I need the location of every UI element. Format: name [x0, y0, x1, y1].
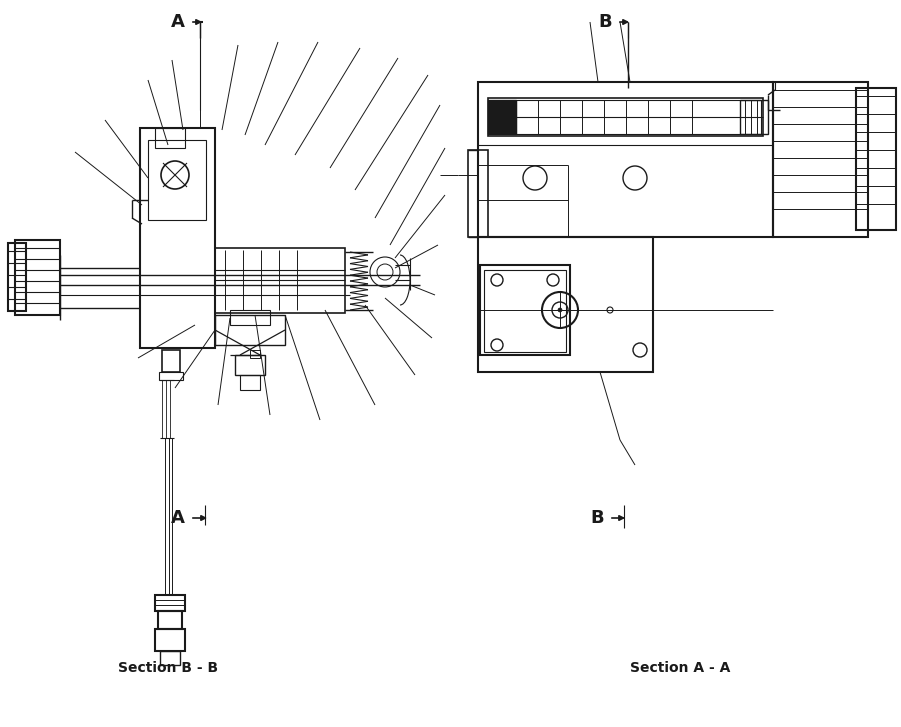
Text: A: A — [171, 13, 185, 31]
Bar — [140, 128, 215, 348]
Bar — [162, 350, 180, 372]
Bar — [159, 372, 183, 380]
Text: B: B — [590, 509, 604, 527]
Bar — [160, 651, 180, 665]
Bar — [468, 150, 488, 237]
Bar — [8, 243, 26, 311]
Bar — [158, 611, 182, 629]
Bar — [148, 140, 206, 220]
Bar — [856, 88, 896, 230]
Bar — [155, 629, 185, 651]
Bar — [478, 237, 653, 372]
Bar — [488, 98, 763, 136]
Bar — [235, 355, 265, 375]
Bar — [773, 82, 868, 237]
Bar — [478, 82, 773, 237]
Bar — [516, 100, 761, 134]
Bar — [215, 315, 285, 345]
Bar — [155, 128, 185, 148]
Bar — [488, 100, 516, 134]
Bar — [484, 270, 566, 352]
Bar — [215, 248, 345, 313]
Circle shape — [558, 308, 562, 312]
Text: Section A - A: Section A - A — [630, 661, 730, 675]
Text: A: A — [171, 509, 185, 527]
Bar — [250, 350, 260, 358]
Text: B: B — [598, 13, 612, 31]
Bar — [480, 265, 570, 355]
Bar — [240, 375, 260, 390]
Bar — [740, 100, 768, 134]
Bar — [230, 310, 270, 325]
Text: Section B - B: Section B - B — [118, 661, 218, 675]
Bar — [15, 240, 60, 315]
Bar — [155, 595, 185, 611]
